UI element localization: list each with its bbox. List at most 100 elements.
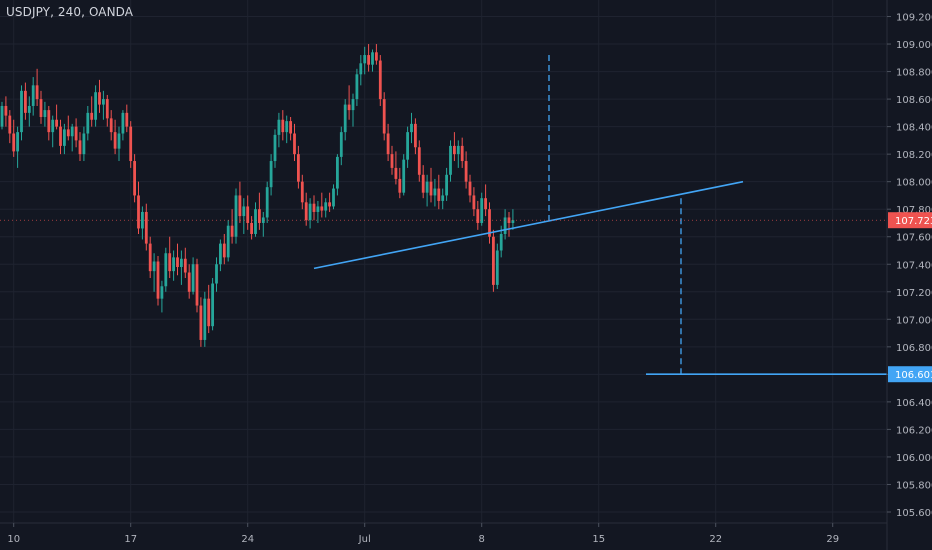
candle-body — [316, 206, 320, 212]
candle-body — [410, 123, 413, 133]
time-axis: 10 17 24 Jul 8 15 22 29 — [7, 523, 839, 545]
candle-body — [31, 85, 35, 106]
candle-body — [74, 126, 78, 141]
candle-body — [27, 105, 31, 113]
candle-body — [433, 188, 437, 196]
candle-body — [187, 272, 191, 292]
price-tick-label: 105.600 — [896, 508, 932, 519]
candle-body — [378, 60, 382, 100]
candle-body — [382, 99, 386, 134]
candle-body — [59, 126, 62, 146]
candle-body — [367, 55, 370, 65]
candle-body — [24, 90, 27, 113]
trend-line — [313, 180, 744, 270]
candle-body — [488, 209, 491, 237]
last-price-badge — [888, 212, 932, 229]
last-price-label: 107.723 — [895, 216, 932, 227]
candle-body — [445, 174, 448, 196]
price-tick-label: 108.400 — [896, 123, 932, 134]
candle-body — [285, 121, 289, 133]
price-tick-label: 107.000 — [896, 315, 932, 326]
candle-body — [78, 140, 82, 155]
candle-body — [152, 261, 156, 272]
candle-body — [320, 206, 324, 211]
price-tick-label: 107.400 — [896, 260, 932, 271]
candle-body — [168, 253, 172, 272]
candle-body — [43, 110, 47, 117]
price-tick-label: 108.800 — [896, 68, 932, 79]
candle-body — [47, 110, 51, 133]
price-tick-label: 107.200 — [896, 288, 932, 299]
candle-body — [102, 99, 105, 105]
time-tick-label: Jul — [358, 534, 371, 545]
candle-body — [203, 298, 207, 340]
candle-body — [343, 104, 347, 133]
candle-body — [480, 198, 484, 223]
candle-body — [289, 121, 292, 134]
candle-body — [507, 217, 511, 223]
candle-body — [351, 99, 355, 111]
price-tick-label: 107.600 — [896, 233, 932, 244]
candle-body — [70, 126, 74, 137]
candle-body — [148, 243, 152, 272]
candle-body — [258, 209, 261, 223]
candle-body — [250, 222, 253, 234]
price-tick-label: 105.800 — [896, 480, 932, 491]
candle-body — [273, 134, 277, 162]
price-tick-label: 106.800 — [896, 343, 932, 354]
candle-body — [234, 195, 238, 237]
price-tick-label: 108.600 — [896, 95, 932, 106]
candle-body — [390, 154, 394, 168]
candle-body — [66, 129, 70, 137]
candle-body — [86, 112, 90, 134]
candle-body — [414, 123, 417, 148]
candle-body — [180, 258, 183, 268]
candle-body — [133, 161, 136, 196]
candle-body — [20, 90, 23, 133]
candle-body — [39, 99, 43, 117]
candle-body — [254, 209, 257, 234]
price-tick-label: 106.200 — [896, 425, 932, 436]
time-tick-label: 29 — [826, 534, 839, 545]
candle-body — [308, 203, 312, 221]
candles-layer — [0, 44, 515, 347]
candle-body — [55, 119, 58, 127]
candle-body — [429, 181, 433, 196]
candle-body — [269, 161, 273, 188]
candle-body — [375, 52, 378, 61]
candle-body — [441, 195, 445, 201]
candle-body — [12, 133, 16, 152]
candle-body — [332, 188, 335, 207]
candle-body — [105, 99, 109, 119]
price-tick-label: 106.000 — [896, 453, 932, 464]
candle-body — [141, 211, 144, 229]
candle-body — [242, 206, 246, 217]
candle-body — [0, 105, 4, 127]
candle-body — [137, 195, 140, 229]
price-labels: 107.723 106.601 — [0, 212, 932, 383]
candle-body — [464, 161, 468, 182]
time-tick-label: 24 — [241, 534, 254, 545]
candle-body — [511, 220, 515, 223]
candle-body — [456, 145, 460, 155]
candle-body — [265, 187, 269, 218]
candle-body — [35, 85, 39, 100]
candle-body — [437, 188, 441, 201]
time-tick-label: 10 — [7, 534, 20, 545]
price-tick-label: 109.200 — [896, 13, 932, 24]
candle-body — [297, 154, 300, 182]
candle-body — [484, 198, 487, 210]
candle-body — [468, 181, 472, 196]
candle-body — [113, 132, 117, 149]
candle-body — [328, 202, 331, 207]
candle-body — [109, 118, 113, 133]
candle-body — [281, 119, 285, 133]
candle-body — [8, 115, 12, 134]
candle-body — [277, 119, 281, 135]
candle-body — [51, 119, 55, 133]
candle-body — [312, 203, 316, 212]
candle-body — [425, 181, 429, 193]
candle-body — [176, 257, 179, 268]
candle-body — [215, 264, 218, 284]
